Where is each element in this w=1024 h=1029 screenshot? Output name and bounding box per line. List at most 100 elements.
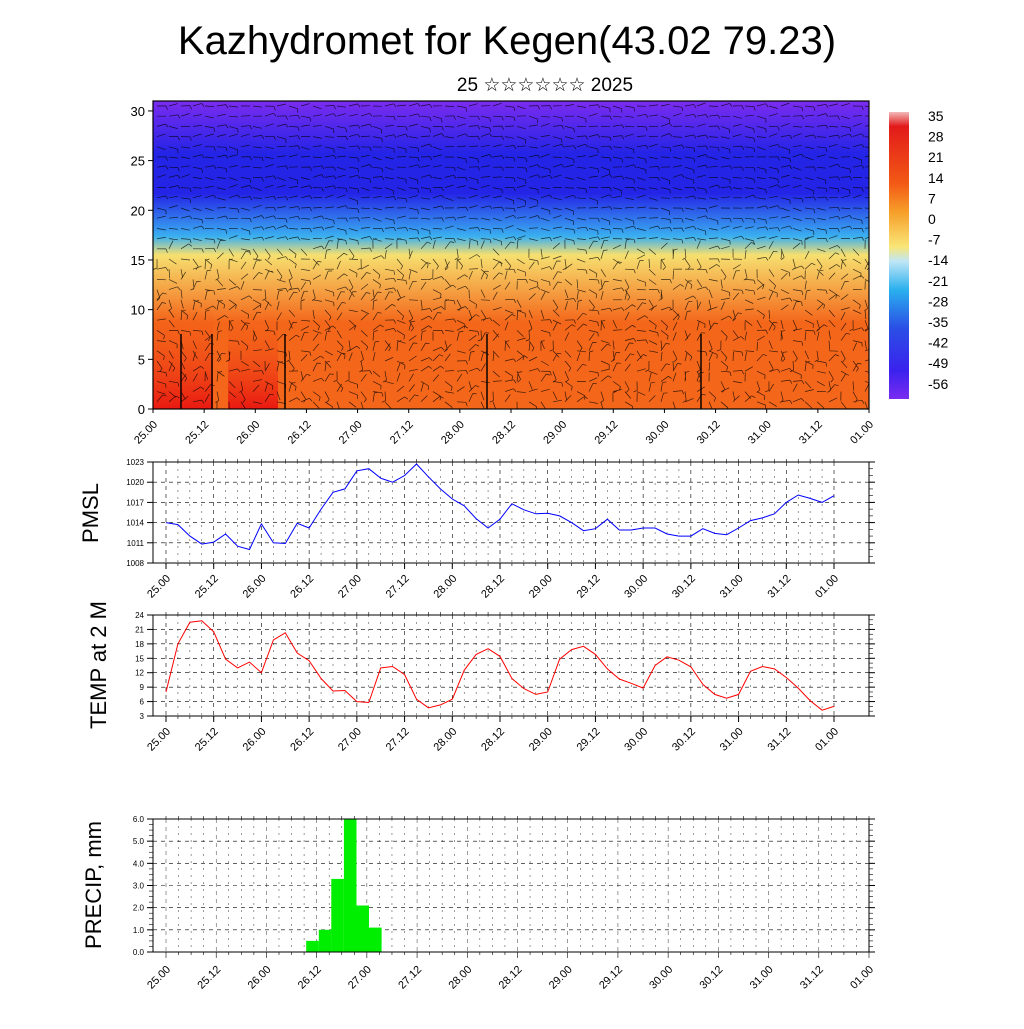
- colorbar-label: -49: [928, 355, 948, 371]
- precip-x-tick-label: 25.00: [145, 964, 173, 992]
- x-tick-label: 26.12: [288, 573, 316, 601]
- x-tick-label: 29.00: [527, 726, 555, 754]
- y-tick-label: 21: [135, 625, 144, 634]
- x-tick-label: 25.12: [193, 726, 221, 754]
- cross-x-tick-label: 27.00: [337, 419, 365, 447]
- precip-x-tick-label: 31.00: [748, 964, 776, 992]
- x-tick-label: 30.12: [670, 573, 698, 601]
- y-tick-label: 1008: [126, 559, 144, 568]
- precip-x-tick-label: 29.00: [547, 964, 575, 992]
- y-tick-label: 18: [135, 640, 144, 649]
- cross-x-tick-label: 26.00: [234, 419, 262, 447]
- colorbar-label: 35: [928, 108, 944, 124]
- precip-panel: 0.0 1.0 2.0 3.0 4.0 5.0 6.0 25.00 25.12 26.00 26.1…: [81, 815, 876, 992]
- precip-x-tick-label: 28.12: [497, 964, 525, 992]
- colorbar-label: 28: [928, 129, 944, 145]
- precip-x-tick-label: 30.12: [698, 964, 726, 992]
- precip-bar: [343, 819, 357, 952]
- y-tick-label: 3: [140, 712, 145, 721]
- precip-x-tick-label: 27.00: [346, 964, 374, 992]
- y-tick-label: 15: [135, 654, 144, 663]
- x-tick-label: 27.12: [384, 726, 412, 754]
- x-tick-label: 30.00: [622, 726, 650, 754]
- cross-x-tick-label: 26.12: [286, 419, 314, 447]
- precip-bar: [356, 905, 369, 952]
- y-tick-label: 9: [140, 683, 145, 692]
- cross-section-y-axis: 0 5 10 15 20 25 30: [131, 104, 153, 417]
- cross-x-tick-label: 30.12: [695, 419, 723, 447]
- x-tick-label: 25.12: [193, 573, 221, 601]
- temp-ylabel: TEMP at 2 M: [86, 601, 111, 729]
- colorbar-label: -35: [928, 314, 948, 330]
- x-tick-label: 31.12: [765, 726, 793, 754]
- precip-y-tick-label: 4.0: [133, 859, 145, 868]
- x-tick-label: 29.12: [575, 726, 603, 754]
- x-tick-label: 25.00: [145, 573, 173, 601]
- cross-x-tick-label: 25.12: [183, 419, 211, 447]
- cross-section-x-axis: 25.00 25.12 26.00 26.12 27.00 27.12 28.00 28.12…: [132, 409, 876, 447]
- x-tick-label: 26.00: [241, 573, 269, 601]
- precip-bar: [306, 940, 319, 952]
- cross-y-tick-label: 15: [131, 253, 145, 268]
- cross-x-tick-label: 01.00: [848, 419, 876, 447]
- precip-x-tick-label: 01.00: [848, 964, 876, 992]
- colorbar-label: -7: [928, 232, 941, 248]
- cross-y-tick-label: 5: [138, 352, 145, 367]
- colorbar-label: -28: [928, 293, 948, 309]
- cross-x-tick-label: 30.00: [644, 419, 672, 447]
- x-tick-label: 30.00: [622, 573, 650, 601]
- cross-x-tick-label: 31.00: [746, 419, 774, 447]
- precip-y-tick-label: 6.0: [133, 815, 145, 824]
- x-tick-label: 29.00: [527, 573, 555, 601]
- page-title: Kazhydromet for Kegen(43.02 79.23): [178, 19, 836, 63]
- precip-y-tick-label: 5.0: [133, 837, 145, 846]
- colorbar-label: 0: [928, 211, 936, 227]
- temp-axes: 3 6 9 12 15 18 21 24 25.00 25.12 26.00 26.12 27.00 27…: [135, 611, 875, 754]
- colorbar-label: 14: [928, 170, 944, 186]
- pmsl-panel: 1008 1011 1014 1017 1020 1023 25.00 25.12 26.00 2…: [78, 458, 875, 601]
- precip-y-tick-label: 3.0: [133, 882, 145, 891]
- cross-y-tick-label: 25: [131, 154, 145, 169]
- x-tick-label: 28.00: [431, 726, 459, 754]
- cross-x-tick-label: 25.00: [132, 419, 160, 447]
- colorbar: 35 28 21 14 7 0 -7 -14 -21 -28 -35 -42 -49 -56: [889, 108, 948, 399]
- y-tick-label: 24: [135, 611, 144, 620]
- x-tick-label: 25.00: [145, 726, 173, 754]
- cross-x-tick-label: 28.00: [439, 419, 467, 447]
- pmsl-axes: 1008 1011 1014 1017 1020 1023 25.00 25.12 26.00 2…: [126, 458, 875, 601]
- temp-frame: [152, 614, 870, 717]
- colorbar-label: 7: [928, 190, 936, 206]
- x-tick-label: 26.00: [241, 726, 269, 754]
- pmsl-ylabel: PMSL: [78, 483, 103, 543]
- precip-y-tick-label: 1.0: [133, 926, 145, 935]
- precip-x-tick-label: 26.00: [246, 964, 274, 992]
- precip-x-tick-label: 30.00: [647, 964, 675, 992]
- precip-ylabel: PRECIP, mm: [81, 821, 106, 949]
- colorbar-label: -42: [928, 335, 948, 351]
- precip-y-tick-label: 2.0: [133, 904, 145, 913]
- precip-x-tick-label: 31.12: [798, 964, 826, 992]
- precip-bar: [318, 929, 332, 952]
- x-tick-label: 30.12: [670, 726, 698, 754]
- x-tick-label: 27.12: [384, 573, 412, 601]
- y-tick-label: 1020: [126, 478, 144, 487]
- pmsl-grid: [153, 462, 869, 563]
- temp-grid: [153, 615, 869, 716]
- x-tick-label: 28.00: [431, 573, 459, 601]
- temp-panel: 3 6 9 12 15 18 21 24 25.00 25.12 26.00 26.12 27.00 27…: [86, 601, 875, 754]
- colorbar-label: -21: [928, 273, 948, 289]
- colorbar-label: -56: [928, 376, 948, 392]
- x-tick-label: 01.00: [813, 573, 841, 601]
- precip-x-tick-label: 25.12: [195, 964, 223, 992]
- x-tick-label: 27.00: [336, 573, 364, 601]
- temp-line: [165, 620, 835, 711]
- pmsl-frame: [152, 461, 870, 564]
- x-tick-label: 29.12: [575, 573, 603, 601]
- cross-y-tick-label: 20: [131, 203, 145, 218]
- precip-grid: [153, 819, 870, 952]
- colorbar-labels: 35 28 21 14 7 0 -7 -14 -21 -28 -35 -42 -49 -56: [928, 108, 948, 392]
- precip-x-tick-label: 29.12: [597, 964, 625, 992]
- cross-y-tick-label: 10: [131, 303, 145, 318]
